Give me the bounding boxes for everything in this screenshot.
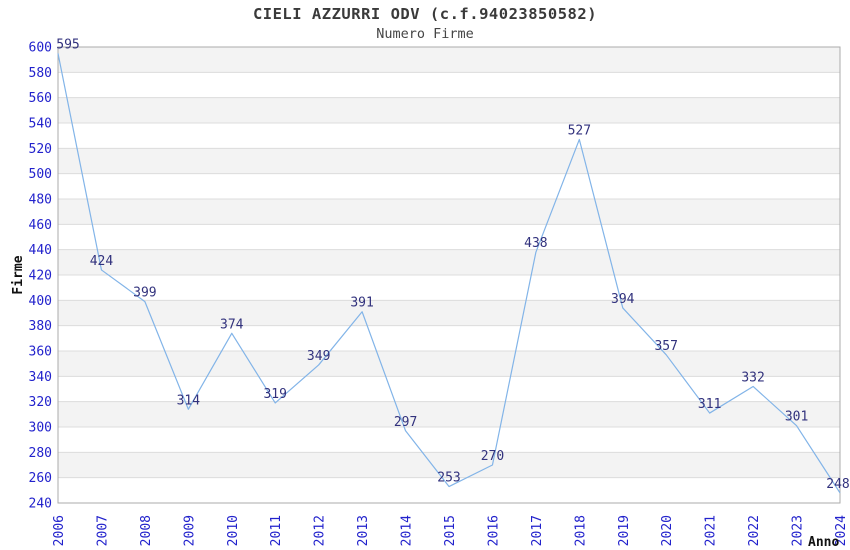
y-tick-label: 440 bbox=[29, 243, 52, 258]
plot-border bbox=[57, 46, 841, 504]
data-point-label: 595 bbox=[56, 37, 79, 52]
data-point-label: 438 bbox=[524, 236, 547, 251]
y-tick-label: 320 bbox=[29, 395, 52, 410]
x-tick-label: 2008 bbox=[139, 515, 154, 546]
x-tick-label: 2022 bbox=[747, 515, 762, 546]
plot-band bbox=[58, 376, 840, 402]
y-tick-label: 400 bbox=[29, 294, 52, 309]
x-axis-title: Anno bbox=[808, 535, 839, 550]
y-tick-label: 480 bbox=[29, 193, 52, 208]
chart-subtitle: Numero Firme bbox=[376, 26, 474, 42]
x-tick-label: 2009 bbox=[182, 515, 197, 546]
data-point-label: 424 bbox=[90, 254, 114, 269]
y-tick-label: 240 bbox=[29, 497, 52, 512]
plot-band bbox=[58, 47, 840, 73]
y-tick-label: 380 bbox=[29, 319, 52, 334]
plot-band bbox=[58, 72, 840, 98]
x-tick-label: 2013 bbox=[356, 515, 371, 546]
plot-band bbox=[58, 199, 840, 225]
data-point-label: 314 bbox=[177, 393, 201, 408]
data-point-label: 319 bbox=[263, 387, 286, 402]
data-point-label: 349 bbox=[307, 349, 330, 364]
x-tick-label: 2021 bbox=[704, 515, 719, 546]
x-tick-label: 2011 bbox=[269, 515, 284, 546]
plot-band bbox=[58, 173, 840, 199]
x-tick-label: 2019 bbox=[617, 515, 632, 546]
x-tick-label: 2014 bbox=[400, 515, 415, 546]
y-tick-label: 580 bbox=[29, 66, 52, 81]
x-tick-label: 2024 bbox=[834, 515, 849, 546]
plot-band bbox=[58, 148, 840, 174]
chart-title: CIELI AZZURRI ODV (c.f.94023850582) bbox=[252, 5, 598, 23]
y-tick-label: 600 bbox=[29, 41, 52, 56]
y-tick-label: 540 bbox=[29, 117, 52, 132]
plot-band bbox=[58, 351, 840, 377]
data-point-label: 248 bbox=[826, 477, 849, 492]
x-tick-label: 2007 bbox=[95, 515, 110, 546]
data-point-label: 253 bbox=[437, 471, 460, 486]
data-point-label: 394 bbox=[611, 292, 635, 307]
y-tick-label: 300 bbox=[29, 421, 52, 436]
data-point-label: 527 bbox=[568, 123, 591, 138]
data-point-label: 332 bbox=[741, 370, 764, 385]
y-tick-label: 340 bbox=[29, 370, 52, 385]
x-tick-label: 2012 bbox=[313, 515, 328, 546]
y-tick-label: 500 bbox=[29, 167, 52, 182]
y-tick-label: 420 bbox=[29, 269, 52, 284]
data-point-label: 297 bbox=[394, 415, 417, 430]
plot-band bbox=[58, 249, 840, 275]
x-tick-label: 2010 bbox=[226, 515, 241, 546]
x-tick-label: 2015 bbox=[443, 515, 458, 546]
plot-band bbox=[58, 452, 840, 478]
y-tick-label: 260 bbox=[29, 471, 52, 486]
data-point-label: 357 bbox=[654, 339, 677, 354]
x-tick-label: 2017 bbox=[530, 515, 545, 546]
plot-band bbox=[58, 224, 840, 250]
x-tick-label: 2006 bbox=[52, 515, 67, 546]
x-tick-label: 2016 bbox=[486, 515, 501, 546]
data-point-label: 301 bbox=[785, 410, 808, 425]
plot-band bbox=[58, 275, 840, 301]
x-tick-label: 2018 bbox=[573, 515, 588, 546]
plot-band bbox=[58, 427, 840, 453]
y-tick-label: 360 bbox=[29, 345, 52, 360]
data-point-label: 399 bbox=[133, 286, 156, 301]
plot-band bbox=[58, 401, 840, 427]
x-tick-label: 2020 bbox=[660, 515, 675, 546]
y-tick-label: 280 bbox=[29, 446, 52, 461]
series-line bbox=[57, 53, 841, 494]
x-tick-label: 2023 bbox=[791, 515, 806, 546]
plot-band bbox=[58, 477, 840, 503]
y-axis-title: Firme bbox=[11, 255, 26, 294]
data-point-label: 311 bbox=[698, 397, 721, 412]
plot-band bbox=[58, 97, 840, 123]
plot-band bbox=[58, 325, 840, 351]
y-tick-label: 460 bbox=[29, 218, 52, 233]
plot-band bbox=[58, 300, 840, 326]
y-tick-label: 520 bbox=[29, 142, 52, 157]
data-point-label: 270 bbox=[481, 449, 504, 464]
data-point-label: 391 bbox=[350, 296, 373, 311]
plot-band bbox=[58, 123, 840, 149]
y-tick-label: 560 bbox=[29, 91, 52, 106]
data-point-label: 374 bbox=[220, 317, 244, 332]
